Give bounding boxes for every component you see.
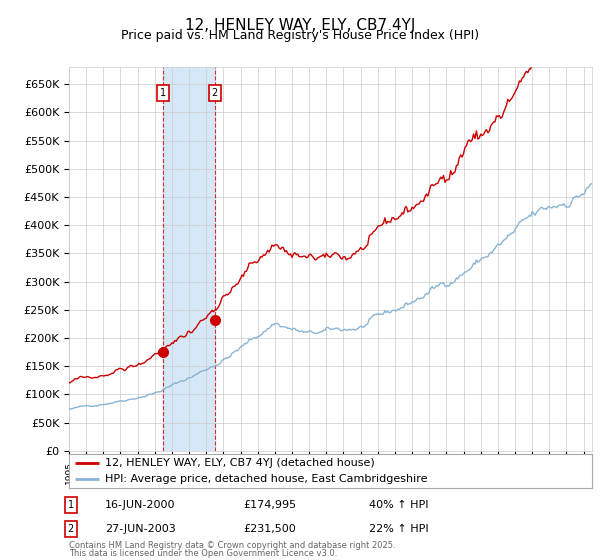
Text: HPI: Average price, detached house, East Cambridgeshire: HPI: Average price, detached house, East… [104, 474, 427, 484]
Text: 27-JUN-2003: 27-JUN-2003 [105, 524, 176, 534]
Text: This data is licensed under the Open Government Licence v3.0.: This data is licensed under the Open Gov… [69, 549, 337, 558]
Text: Price paid vs. HM Land Registry's House Price Index (HPI): Price paid vs. HM Land Registry's House … [121, 29, 479, 42]
Text: 16-JUN-2000: 16-JUN-2000 [105, 500, 176, 510]
Text: 1: 1 [68, 500, 74, 510]
Text: 2: 2 [212, 87, 218, 97]
Bar [163, 67, 215, 451]
Text: 12, HENLEY WAY, ELY, CB7 4YJ: 12, HENLEY WAY, ELY, CB7 4YJ [185, 18, 415, 33]
Text: 40% ↑ HPI: 40% ↑ HPI [369, 500, 428, 510]
Text: £174,995: £174,995 [243, 500, 296, 510]
Text: Contains HM Land Registry data © Crown copyright and database right 2025.: Contains HM Land Registry data © Crown c… [69, 541, 395, 550]
Text: 12, HENLEY WAY, ELY, CB7 4YJ (detached house): 12, HENLEY WAY, ELY, CB7 4YJ (detached h… [104, 458, 374, 468]
Text: 1: 1 [160, 87, 166, 97]
Text: £231,500: £231,500 [243, 524, 296, 534]
Text: 22% ↑ HPI: 22% ↑ HPI [369, 524, 428, 534]
Text: 2: 2 [68, 524, 74, 534]
